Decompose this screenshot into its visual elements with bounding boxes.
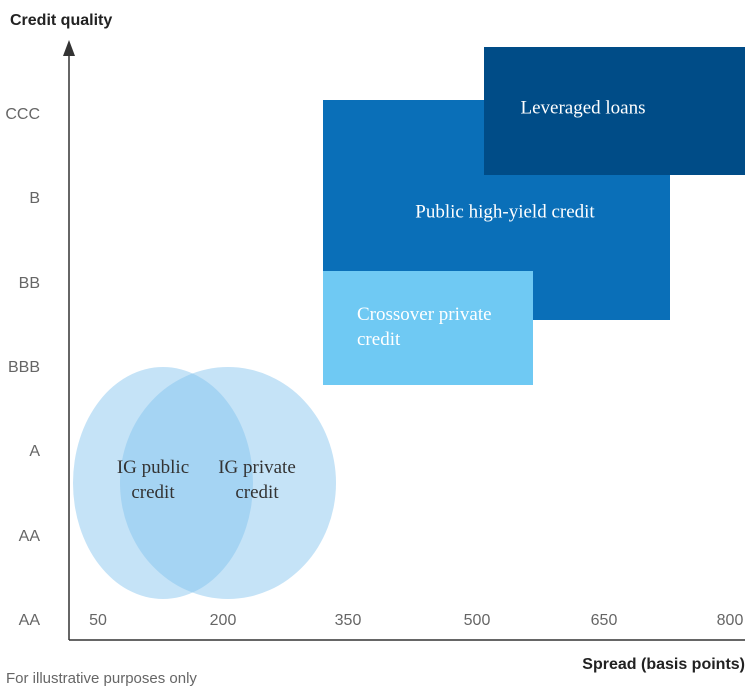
y-tick-label: BBB	[7, 359, 40, 376]
crossover-region	[323, 271, 533, 385]
ig-public-region	[73, 367, 253, 599]
region-label: Public high-yield credit	[415, 201, 595, 223]
y-tick-label: A	[29, 443, 40, 460]
y-tick-label: BB	[18, 275, 40, 292]
y-tick-label: AA	[18, 528, 40, 545]
x-tick-label: 650	[590, 612, 618, 629]
region-label: IG private credit	[218, 457, 296, 503]
ig-private-region	[120, 367, 336, 599]
region-label: IG public credit	[116, 457, 190, 503]
x-tick-label: 50	[89, 612, 107, 629]
x-tick-label: 800	[716, 612, 744, 629]
y-tick-label: CCC	[5, 106, 40, 123]
x-tick-label: 200	[209, 612, 237, 629]
footnote: For illustrative purposes only	[6, 670, 197, 687]
y-axis-title: Credit quality	[10, 12, 113, 29]
y-tick-label: B	[29, 190, 40, 207]
x-axis-title: Spread (basis points)	[582, 656, 745, 673]
x-tick-label: 350	[334, 612, 362, 629]
y-tick-label: AA	[18, 612, 40, 629]
region-label: Leveraged loans	[520, 97, 646, 119]
leveraged-loans-region	[484, 47, 745, 175]
x-tick-label: 500	[463, 612, 491, 629]
region-label: Crossover private credit	[357, 304, 492, 350]
y-axis-arrow	[63, 40, 75, 56]
